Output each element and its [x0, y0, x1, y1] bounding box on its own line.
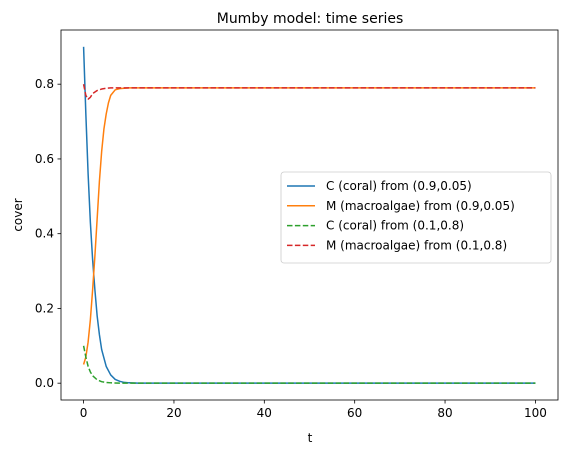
x-tick-label: 40 [257, 406, 272, 420]
y-tick-label: 0.0 [35, 376, 54, 390]
legend-box [280, 171, 552, 264]
x-tick-label: 60 [347, 406, 362, 420]
y-tick-label: 0.6 [35, 152, 54, 166]
legend-label-3: C (coral) from (0.1,0.8) [326, 219, 464, 233]
chart-title: Mumby model: time series [217, 11, 404, 27]
series-layer [82, 46, 536, 384]
x-axis: 0 20 40 60 80 100 [80, 400, 547, 420]
plot-frame [60, 29, 559, 401]
x-tick-label: 80 [437, 406, 452, 420]
y-axis-label: cover [11, 198, 25, 231]
x-tick-label: 100 [524, 406, 547, 420]
y-tick-label: 0.8 [35, 77, 54, 91]
x-axis-label: t [308, 431, 313, 445]
y-tick-label: 0.2 [35, 301, 54, 315]
y-axis: 0.0 0.2 0.4 0.6 0.8 [35, 77, 61, 390]
x-tick-label: 0 [80, 406, 88, 420]
series-line-3 [82, 345, 536, 384]
legend-label-2: M (macroalgae) from (0.9,0.05) [326, 199, 515, 213]
y-tick-label: 0.4 [35, 227, 54, 241]
legend-label-1: C (coral) from (0.9,0.05) [326, 179, 472, 193]
series-line-4 [82, 84, 536, 100]
legend-label-4: M (macroalgae) from (0.1,0.8) [326, 238, 507, 252]
legend: C (coral) from (0.9,0.05) M (macroalgae) … [280, 171, 552, 264]
x-tick-label: 20 [166, 406, 181, 420]
